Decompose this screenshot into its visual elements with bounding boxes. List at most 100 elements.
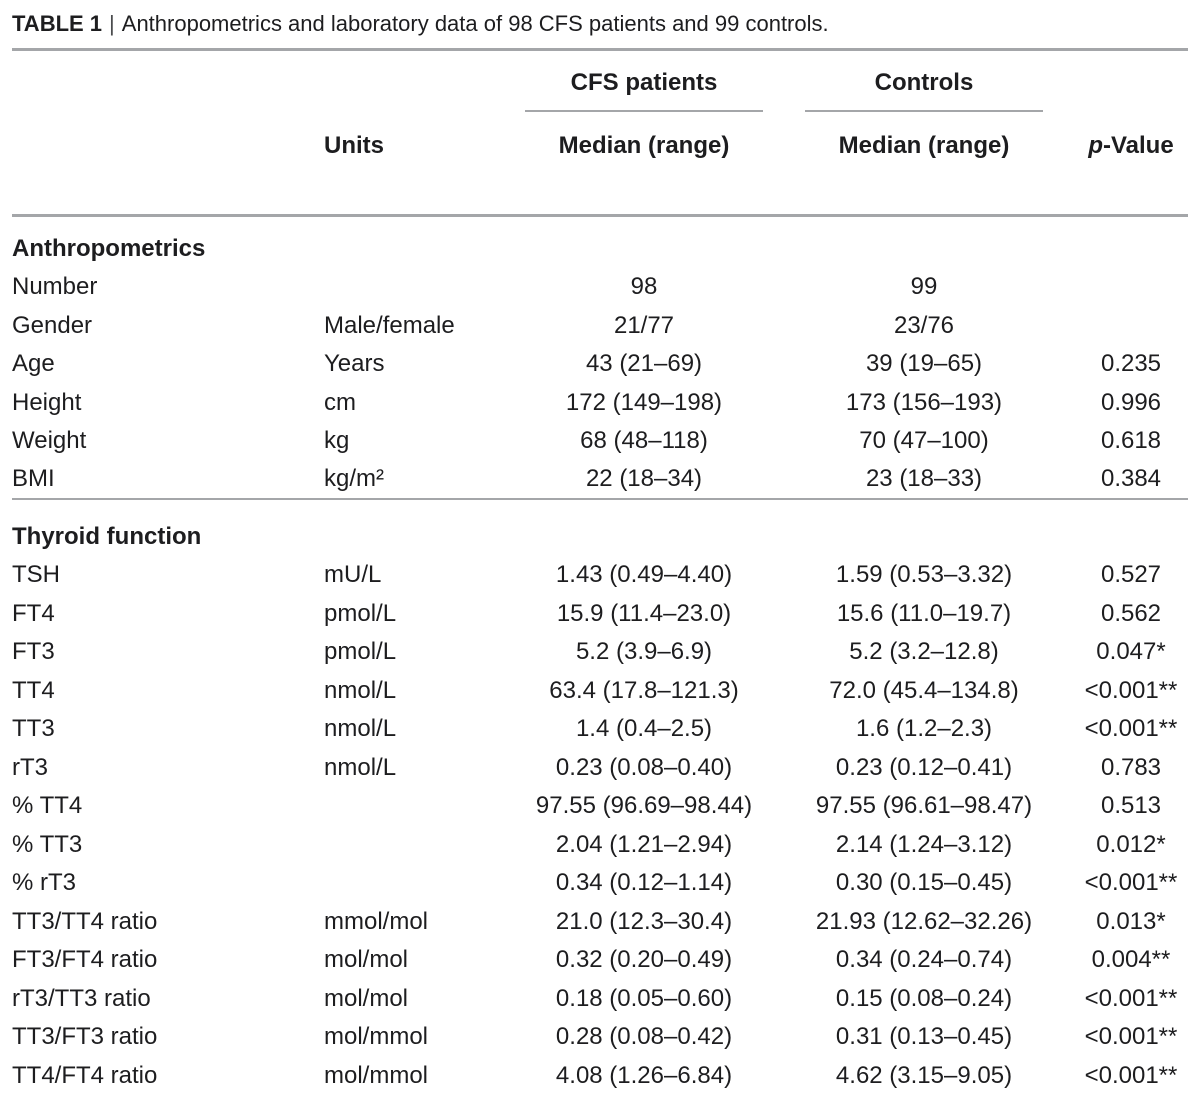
table-row: TT4/FT4 ratio mol/mmol 4.08 (1.26–6.84) 4.6… bbox=[12, 1057, 1188, 1096]
controls-value-cell: 0.30 (0.15–0.45) bbox=[835, 869, 1013, 897]
units-cell: cm bbox=[324, 388, 356, 416]
row-label-cell: % TT4 bbox=[12, 792, 83, 820]
cfs-value-cell: 2.04 (1.21–2.94) bbox=[555, 830, 733, 858]
p-value-cell: <0.001** bbox=[1084, 676, 1178, 704]
title-separator: | bbox=[109, 11, 115, 36]
cfs-value-cell: 0.28 (0.08–0.42) bbox=[555, 1023, 733, 1051]
row-label-cell: rT3 bbox=[12, 753, 48, 781]
row-label-cell: TT3 bbox=[12, 715, 55, 743]
p-value-cell: <0.001** bbox=[1084, 869, 1178, 897]
units-cell: mU/L bbox=[324, 561, 382, 589]
row-label-cell: rT3/TT3 ratio bbox=[12, 984, 151, 1012]
row-label-cell: BMI bbox=[12, 465, 55, 493]
cfs-value-cell: 5.2 (3.9–6.9) bbox=[575, 638, 713, 666]
units-column-header: Units bbox=[324, 112, 514, 217]
p-value-cell: <0.001** bbox=[1084, 984, 1178, 1012]
p-value-cell: 0.513 bbox=[1100, 792, 1162, 820]
p-value-cell: 0.235 bbox=[1100, 350, 1162, 378]
controls-value-cell: 97.55 (96.61–98.47) bbox=[815, 792, 1033, 820]
table-row: rT3 nmol/L 0.23 (0.08–0.40) 0.23 (0.12–0.41… bbox=[12, 749, 1188, 788]
p-value-cell: 0.527 bbox=[1100, 561, 1162, 589]
controls-value-cell: 0.15 (0.08–0.24) bbox=[835, 984, 1013, 1012]
p-value-cell bbox=[1074, 307, 1188, 346]
row-label-cell: Gender bbox=[12, 311, 93, 339]
row-label-cell: TT4/FT4 ratio bbox=[12, 1061, 158, 1089]
controls-value-cell: 1.6 (1.2–2.3) bbox=[855, 715, 993, 743]
table-row: Number 98 99 bbox=[12, 268, 1188, 307]
controls-value-cell: 39 (19–65) bbox=[865, 350, 983, 378]
cfs-group-cell: CFS patients bbox=[514, 51, 774, 112]
group-header-row: CFS patients Controls bbox=[12, 51, 1188, 112]
cfs-value-cell: 22 (18–34) bbox=[585, 465, 703, 493]
column-header-row: Units Median (range) Median (range) p-Va… bbox=[12, 112, 1188, 217]
table-row: % TT3 2.04 (1.21–2.94) 2.14 (1.24–3.12) 0.0… bbox=[12, 826, 1188, 865]
units-cell: mol/mol bbox=[324, 984, 409, 1012]
cfs-median-column-header: Median (range) bbox=[514, 112, 774, 217]
units-cell: pmol/L bbox=[324, 599, 397, 627]
table-row: TT4 nmol/L 63.4 (17.8–121.3) 72.0 (45.4–134… bbox=[12, 672, 1188, 711]
section-header-row: Thyroid function bbox=[12, 498, 1188, 556]
table-row: FT4 pmol/L 15.9 (11.4–23.0) 15.6 (11.0–19.7… bbox=[12, 595, 1188, 634]
controls-value-cell: 173 (156–193) bbox=[845, 388, 1003, 416]
table-number-tag: TABLE 1 bbox=[12, 11, 103, 36]
table-row: Gender Male/female 21/77 23/76 bbox=[12, 307, 1188, 346]
units-cell bbox=[324, 864, 514, 903]
row-label-cell: TT4 bbox=[12, 676, 55, 704]
row-label-cell: TSH bbox=[12, 561, 60, 589]
row-label-cell: Weight bbox=[12, 427, 87, 455]
units-cell: nmol/L bbox=[324, 715, 397, 743]
row-label-cell: % TT3 bbox=[12, 830, 83, 858]
p-value-cell: 0.562 bbox=[1100, 599, 1162, 627]
cfs-patients-group-label: CFS patients bbox=[570, 69, 718, 96]
cfs-value-cell: 68 (48–118) bbox=[580, 427, 708, 455]
cfs-group-underline bbox=[525, 110, 763, 112]
cfs-value-cell: 0.23 (0.08–0.40) bbox=[555, 753, 733, 781]
row-label-cell: Age bbox=[12, 350, 55, 378]
cfs-value-cell: 63.4 (17.8–121.3) bbox=[549, 676, 739, 704]
p-value-cell: 0.618 bbox=[1100, 427, 1162, 455]
table-body: Anthropometrics Number 98 99 Gender Male/fema… bbox=[12, 216, 1188, 1096]
table-row: FT3 pmol/L 5.2 (3.9–6.9) 5.2 (3.2–12.8) 0.04… bbox=[12, 633, 1188, 672]
title-rule bbox=[12, 48, 1188, 51]
controls-value-cell: 23/76 bbox=[893, 311, 955, 339]
cfs-value-cell: 97.55 (96.69–98.44) bbox=[535, 792, 753, 820]
units-cell: pmol/L bbox=[324, 638, 397, 666]
units-cell bbox=[324, 787, 514, 826]
controls-group-cell: Controls bbox=[774, 51, 1074, 112]
units-cell: kg bbox=[324, 427, 350, 455]
table-row: Age Years 43 (21–69) 39 (19–65) 0.235 bbox=[12, 345, 1188, 384]
cfs-value-cell: 98 bbox=[630, 273, 658, 301]
table-row: TT3 nmol/L 1.4 (0.4–2.5) 1.6 (1.2–2.3) <0.00… bbox=[12, 710, 1188, 749]
row-label-cell: FT3 bbox=[12, 638, 55, 666]
cfs-value-cell: 21/77 bbox=[613, 311, 675, 339]
controls-value-cell: 0.31 (0.13–0.45) bbox=[835, 1023, 1013, 1051]
cfs-value-cell: 4.08 (1.26–6.84) bbox=[555, 1061, 733, 1089]
p-value-cell bbox=[1074, 268, 1188, 307]
p-value-cell: <0.001** bbox=[1084, 1023, 1178, 1051]
controls-value-cell: 4.62 (3.15–9.05) bbox=[835, 1061, 1013, 1089]
table-row: TT3/TT4 ratio mmol/mol 21.0 (12.3–30.4) 21.… bbox=[12, 903, 1188, 942]
cfs-value-cell: 0.32 (0.20–0.49) bbox=[555, 946, 733, 974]
controls-median-column-header: Median (range) bbox=[774, 112, 1074, 217]
table-header: CFS patients Controls Units Median (rang… bbox=[12, 51, 1188, 217]
units-cell bbox=[324, 268, 514, 307]
controls-value-cell: 2.14 (1.24–3.12) bbox=[835, 830, 1013, 858]
table-row: Height cm 172 (149–198) 173 (156–193) 0.996 bbox=[12, 384, 1188, 423]
controls-value-cell: 99 bbox=[910, 273, 938, 301]
units-cell: kg/m² bbox=[324, 465, 384, 493]
units-cell: mmol/mol bbox=[324, 907, 429, 935]
table-row: FT3/FT4 ratio mol/mol 0.32 (0.20–0.49) 0.34… bbox=[12, 941, 1188, 980]
cfs-value-cell: 1.4 (0.4–2.5) bbox=[575, 715, 713, 743]
empty-cell bbox=[12, 112, 324, 217]
table-row: Weight kg 68 (48–118) 70 (47–100) 0.618 bbox=[12, 422, 1188, 461]
controls-value-cell: 1.59 (0.53–3.32) bbox=[835, 561, 1013, 589]
controls-value-cell: 23 (18–33) bbox=[865, 465, 983, 493]
p-italic: p bbox=[1088, 132, 1103, 159]
row-label-cell: TT3/FT3 ratio bbox=[12, 1023, 158, 1051]
row-label-cell: FT4 bbox=[12, 599, 55, 627]
p-value-cell: <0.001** bbox=[1084, 715, 1178, 743]
table-row: % TT4 97.55 (96.69–98.44) 97.55 (96.61–98.… bbox=[12, 787, 1188, 826]
cfs-value-cell: 0.34 (0.12–1.14) bbox=[555, 869, 733, 897]
data-table: CFS patients Controls Units Median (rang… bbox=[12, 51, 1188, 1095]
